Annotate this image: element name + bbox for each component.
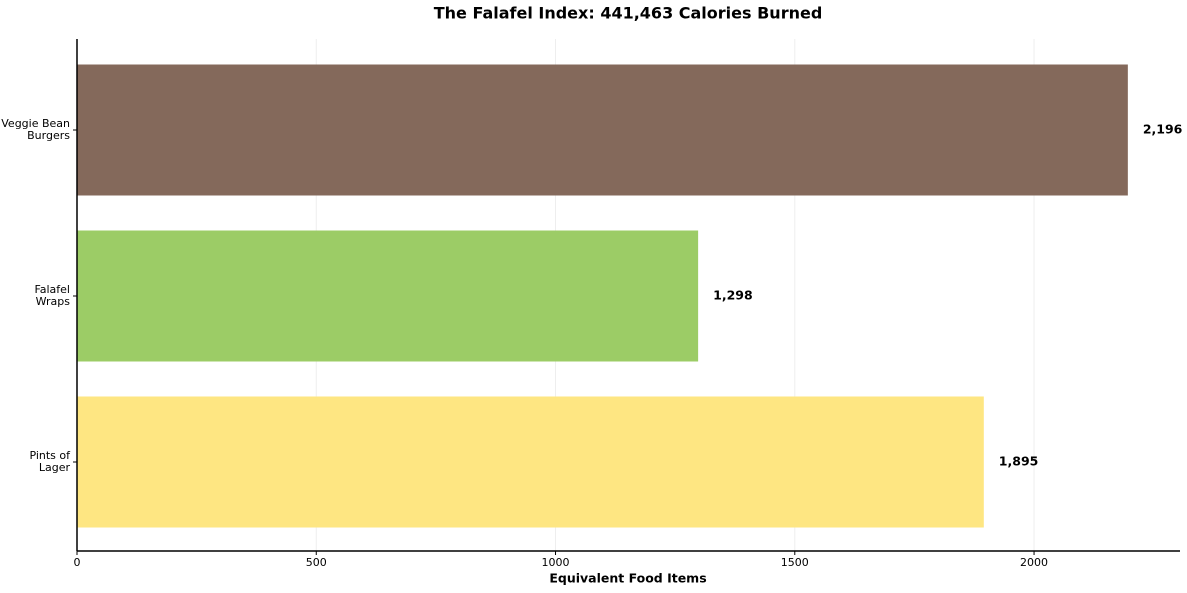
- x-tick-label: 500: [306, 556, 327, 569]
- x-tick-label: 1500: [781, 556, 809, 569]
- y-tick-label: Pints of Lager: [29, 449, 70, 474]
- x-tick-label: 1000: [542, 556, 570, 569]
- bar: [77, 230, 699, 362]
- y-tick-label: Falafel Wraps: [34, 283, 70, 308]
- x-tick-label: 0: [74, 556, 81, 569]
- value-label: 2,196: [1143, 122, 1183, 137]
- y-tick-label: Veggie Bean Burgers: [1, 117, 70, 142]
- chart-title: The Falafel Index: 441,463 Calories Burn…: [434, 4, 823, 23]
- value-label: 1,298: [713, 288, 753, 303]
- bar: [77, 64, 1128, 196]
- bar: [77, 396, 984, 528]
- x-tick-label: 2000: [1020, 556, 1048, 569]
- value-label: 1,895: [999, 454, 1039, 469]
- x-axis-label: Equivalent Food Items: [549, 571, 706, 586]
